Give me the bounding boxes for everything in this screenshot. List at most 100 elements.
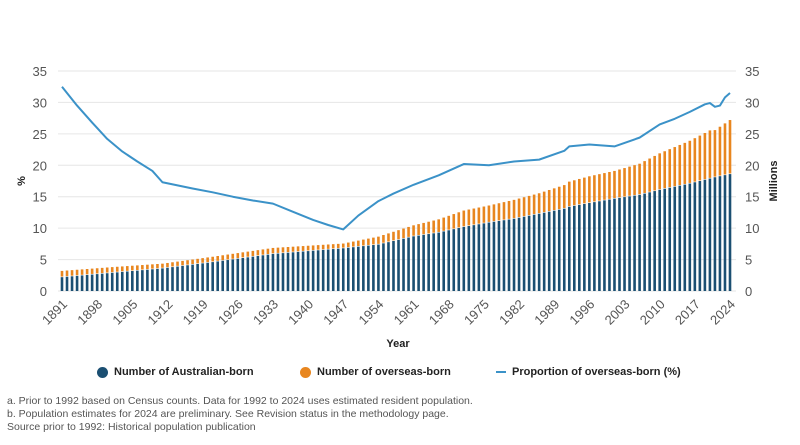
- bar-australian-born: [683, 184, 687, 291]
- bar-australian-born: [537, 213, 541, 291]
- bar-australian-born: [608, 199, 611, 291]
- bar-australian-born: [291, 252, 295, 291]
- bar-australian-born: [141, 270, 144, 291]
- bar-australian-born: [196, 263, 199, 291]
- legend-item-australian-born[interactable]: Number of Australian-born: [97, 366, 254, 378]
- bar-australian-born: [678, 185, 682, 291]
- bar-overseas-born: [562, 185, 566, 209]
- bar-overseas-born: [668, 149, 672, 188]
- bar-overseas-born: [377, 236, 380, 244]
- footnotes: a. Prior to 1992 based on Census counts.…: [7, 395, 473, 434]
- bar-australian-born: [171, 267, 174, 291]
- bar-australian-born: [723, 175, 727, 291]
- bar-overseas-born: [397, 230, 400, 240]
- bar-overseas-born: [251, 250, 255, 257]
- proportion-line-icon: [496, 371, 506, 373]
- bar-overseas-born: [80, 269, 84, 275]
- bar-overseas-born: [402, 228, 405, 239]
- bar-australian-born: [181, 265, 184, 291]
- bar-overseas-born: [542, 191, 546, 213]
- bar-overseas-born: [261, 249, 265, 255]
- bar-overseas-born: [482, 206, 486, 223]
- bar-overseas-born: [221, 255, 225, 261]
- right-tick-label: 5: [745, 253, 752, 268]
- x-tick-label: 1905: [109, 297, 140, 328]
- bar-australian-born: [638, 194, 641, 291]
- bar-australian-born: [100, 273, 104, 291]
- bar-australian-born: [246, 257, 250, 291]
- bar-australian-born: [422, 234, 425, 291]
- bar-overseas-born: [387, 233, 390, 242]
- bar-australian-born: [206, 262, 209, 291]
- bar-overseas-born: [653, 155, 656, 191]
- bar-overseas-born: [156, 264, 159, 269]
- bar-australian-born: [191, 264, 194, 291]
- bar-overseas-born: [276, 247, 280, 253]
- bar-overseas-born: [271, 247, 275, 254]
- bar-australian-born: [507, 219, 511, 291]
- bar-overseas-born: [492, 204, 496, 222]
- bar-overseas-born: [437, 219, 440, 232]
- bar-australian-born: [286, 252, 290, 291]
- legend-label-overseas-born: Number of overseas-born: [317, 366, 451, 378]
- bar-australian-born: [261, 255, 265, 291]
- bar-australian-born: [331, 249, 335, 291]
- bar-australian-born: [311, 250, 315, 291]
- x-tick-label: 1947: [320, 297, 351, 328]
- bar-australian-born: [477, 224, 481, 291]
- bar-overseas-born: [191, 259, 194, 264]
- bar-overseas-born: [311, 245, 315, 251]
- bar-overseas-born: [65, 270, 69, 277]
- bar-overseas-born: [588, 176, 591, 203]
- bar-australian-born: [567, 206, 571, 291]
- bar-overseas-born: [633, 165, 636, 195]
- bar-australian-born: [432, 233, 435, 291]
- left-tick-label: 5: [40, 253, 47, 268]
- bar-overseas-born: [512, 199, 516, 219]
- bar-overseas-born: [196, 258, 199, 264]
- x-tick-label: 1989: [531, 297, 562, 328]
- x-tick-label: 1926: [215, 297, 246, 328]
- bar-overseas-born: [673, 147, 677, 187]
- bar-australian-born: [65, 276, 69, 291]
- bar-australian-born: [618, 197, 621, 291]
- bar-overseas-born: [708, 130, 712, 178]
- bar-overseas-born: [281, 247, 285, 253]
- left-axis-ticks: 0 5 10 15 20 25 30 35: [33, 64, 47, 299]
- bar-overseas-born: [171, 262, 174, 267]
- bar-australian-born: [60, 277, 64, 291]
- x-tick-label: 1996: [566, 297, 597, 328]
- bar-overseas-born: [382, 235, 385, 243]
- bar-australian-born: [362, 246, 365, 291]
- bar-australian-born: [598, 201, 601, 291]
- bar-overseas-born: [131, 265, 134, 271]
- bar-overseas-born: [316, 245, 320, 250]
- bar-overseas-born: [201, 258, 204, 263]
- bar-australian-born: [70, 276, 74, 291]
- bar-australian-born: [231, 259, 235, 291]
- bar-overseas-born: [186, 260, 189, 265]
- bar-australian-born: [663, 188, 667, 291]
- bar-australian-born: [613, 198, 616, 291]
- x-tick-label: 1891: [39, 297, 70, 328]
- bar-overseas-born: [608, 172, 611, 199]
- bar-overseas-born: [75, 269, 79, 276]
- bar-australian-born: [648, 192, 651, 291]
- x-tick-label: 2003: [602, 297, 633, 328]
- bar-overseas-born: [95, 268, 99, 274]
- bar-overseas-born: [552, 188, 556, 211]
- legend-item-overseas-born[interactable]: Number of overseas-born: [300, 366, 451, 378]
- bar-australian-born: [251, 256, 255, 291]
- bar-australian-born: [110, 272, 114, 291]
- footnote-a: a. Prior to 1992 based on Census counts.…: [7, 395, 473, 407]
- bar-overseas-born: [567, 181, 571, 207]
- bar-australian-born: [125, 271, 129, 291]
- bar-overseas-born: [206, 257, 209, 263]
- legend-item-proportion[interactable]: Proportion of overseas-born (%): [496, 366, 681, 378]
- bar-australian-born: [131, 271, 134, 291]
- legend: Number of Australian-born Number of over…: [0, 366, 800, 386]
- left-tick-label: 20: [33, 158, 47, 173]
- bar-australian-born: [256, 255, 260, 291]
- bar-australian-born: [266, 254, 270, 291]
